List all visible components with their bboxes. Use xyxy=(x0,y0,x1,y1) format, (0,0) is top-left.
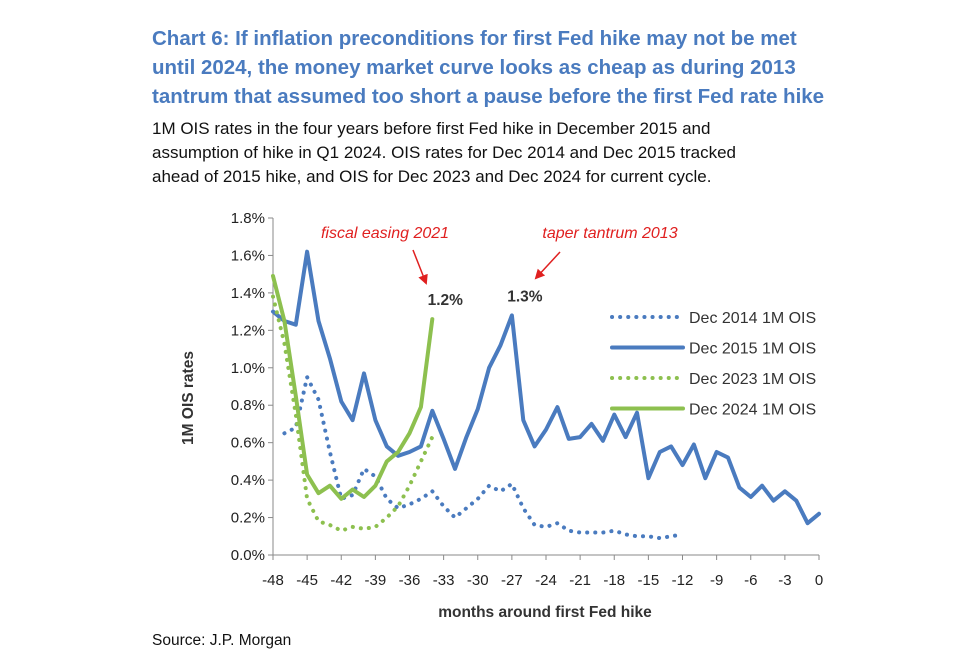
subtitle-line-1: 1M OIS rates in the four years before fi… xyxy=(152,119,711,138)
x-tick-label: -30 xyxy=(467,572,489,589)
axes: 0.0% 0.2% 0.4% 0.6% 0.8% 1.0% 1.2% 1.4% 1.6% 1.8%… xyxy=(231,210,823,589)
x-tick-label: -42 xyxy=(330,572,352,589)
y-tick-label: 1.4% xyxy=(231,285,265,302)
x-tick-label: -6 xyxy=(744,572,757,589)
y-tick-label: 1.8% xyxy=(231,210,265,227)
data-label: 1.3% xyxy=(507,288,543,305)
annotation-arrow xyxy=(412,249,428,285)
series-line-dec-2015-1m-ois xyxy=(271,249,821,526)
y-tick-label: 0.6% xyxy=(231,435,265,452)
y-tick-label: 0.8% xyxy=(231,397,265,414)
chart-title: Chart 6: If inflation preconditions for … xyxy=(152,24,952,111)
x-tick-label: -3 xyxy=(778,572,791,589)
legend-label: Dec 2023 1M OIS xyxy=(689,371,816,388)
y-axis-title: 1M OIS rates xyxy=(180,351,197,445)
series-lines xyxy=(271,249,821,541)
series-line-dec-2024-1m-ois xyxy=(271,274,435,501)
chart-subtitle: 1M OIS rates in the four years before fi… xyxy=(152,117,952,189)
annotation-arrow xyxy=(534,251,561,280)
y-tick-label: 0.4% xyxy=(231,472,265,489)
series-line-dec-2023-1m-ois xyxy=(271,294,435,533)
x-tick-label: -36 xyxy=(399,572,421,589)
x-axis-title: months around first Fed hike xyxy=(438,604,652,621)
x-tick-label: -18 xyxy=(603,572,625,589)
subtitle-line-3: ahead of 2015 hike, and OIS for Dec 2023… xyxy=(152,167,712,186)
x-tick-label: -45 xyxy=(296,572,318,589)
x-tick-label: -12 xyxy=(672,572,694,589)
annotation-text: fiscal easing 2021 xyxy=(321,225,449,242)
y-tick-label: 1.2% xyxy=(231,322,265,339)
x-tick-label: -21 xyxy=(569,572,591,589)
x-tick-label: -15 xyxy=(638,572,660,589)
x-tick-label: -24 xyxy=(535,572,557,589)
x-tick-label: -39 xyxy=(365,572,387,589)
x-tick-label: -9 xyxy=(710,572,723,589)
data-label: 1.2% xyxy=(428,292,464,309)
y-tick-label: 1.6% xyxy=(231,247,265,264)
x-tick-label: 0 xyxy=(815,572,823,589)
title-line-2: until 2024, the money market curve looks… xyxy=(152,56,796,79)
y-tick-label: 0.2% xyxy=(231,510,265,527)
series-line-dec-2014-1m-ois xyxy=(282,375,685,541)
legend: Dec 2014 1M OIS Dec 2015 1M OIS Dec 2023 1… xyxy=(610,310,816,419)
data-labels: 1.2% 1.3% xyxy=(428,288,543,309)
title-line-1: Chart 6: If inflation preconditions for … xyxy=(152,27,797,50)
legend-label: Dec 2014 1M OIS xyxy=(689,310,816,327)
annotations: fiscal easing 2021 taper tantrum 2013 xyxy=(321,225,678,285)
x-tick-label: -27 xyxy=(501,572,523,589)
annotation-text: taper tantrum 2013 xyxy=(542,225,677,242)
title-line-3: tantrum that assumed too short a pause b… xyxy=(152,85,825,108)
y-tick-label: 1.0% xyxy=(231,360,265,377)
y-tick-label: 0.0% xyxy=(231,547,265,564)
subtitle-line-2: assumption of hike in Q1 2024. OIS rates… xyxy=(152,143,737,162)
legend-label: Dec 2024 1M OIS xyxy=(689,402,816,419)
legend-label: Dec 2015 1M OIS xyxy=(689,341,816,358)
x-tick-label: -33 xyxy=(433,572,455,589)
x-tick-label: -48 xyxy=(262,572,284,589)
source-note: Source: J.P. Morgan xyxy=(152,632,292,649)
